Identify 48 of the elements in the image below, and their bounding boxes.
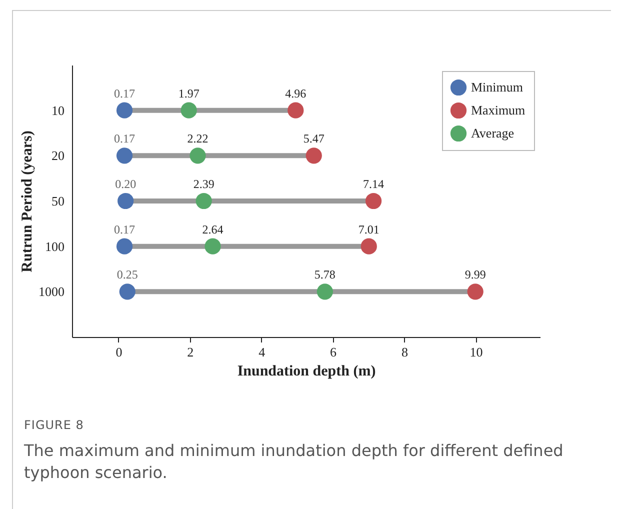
y-tick-label: 10: [52, 102, 64, 118]
y-tick-label: 100: [45, 238, 64, 254]
point: [118, 192, 134, 210]
data-label: 5.47: [303, 132, 324, 146]
x-tick-label: 2: [187, 344, 194, 360]
point: [119, 284, 136, 300]
point: [360, 238, 377, 254]
x-tick-label: 10: [470, 344, 483, 360]
point: [365, 192, 382, 210]
point: [306, 148, 322, 164]
data-label: 0.25: [116, 268, 138, 282]
x-tick-label: 0: [116, 344, 122, 360]
point: [467, 284, 484, 300]
legend-label: Maximum: [471, 102, 526, 118]
point: [180, 102, 197, 118]
data-label: 2.39: [193, 177, 214, 191]
point: [116, 148, 133, 164]
x-axis-title: Inundation depth (m): [237, 364, 376, 380]
point: [116, 102, 133, 118]
data-label: 0.17: [114, 222, 136, 236]
data-label: 7.01: [358, 222, 380, 236]
y-tick-label: 50: [52, 194, 64, 208]
x-tick-label: 6: [330, 344, 338, 360]
y-tick-label: 20: [52, 148, 64, 164]
point: [288, 102, 304, 118]
data-label: 9.99: [464, 268, 486, 282]
point: [196, 192, 212, 210]
text: The maximum and minimum inundation depth for different defined typhoon scenario.: [24, 440, 564, 484]
x-tick-label: 8: [401, 344, 408, 360]
y-axis-title: Rutrun Period (years): [20, 130, 36, 272]
point: [204, 238, 221, 254]
point: [190, 148, 206, 164]
data-label: 0.17: [114, 86, 136, 100]
data-label: 7.14: [363, 177, 384, 191]
point: [316, 284, 333, 300]
legend-label: Minimum: [471, 80, 524, 94]
data-label: 0.20: [115, 177, 136, 191]
x-tick-label: 4: [258, 344, 266, 360]
data-label: 0.17: [114, 132, 136, 146]
data-label: 2.64: [202, 222, 224, 236]
data-label: 1.97: [178, 86, 200, 100]
data-label: 5.78: [314, 268, 336, 282]
point: [116, 238, 133, 254]
legend-label: Average: [471, 126, 514, 140]
data-label: 4.96: [285, 86, 306, 100]
data-label: 2.22: [187, 132, 208, 146]
caption: FIGURE 8: [24, 418, 84, 432]
y-tick-label: 1000: [38, 284, 64, 300]
